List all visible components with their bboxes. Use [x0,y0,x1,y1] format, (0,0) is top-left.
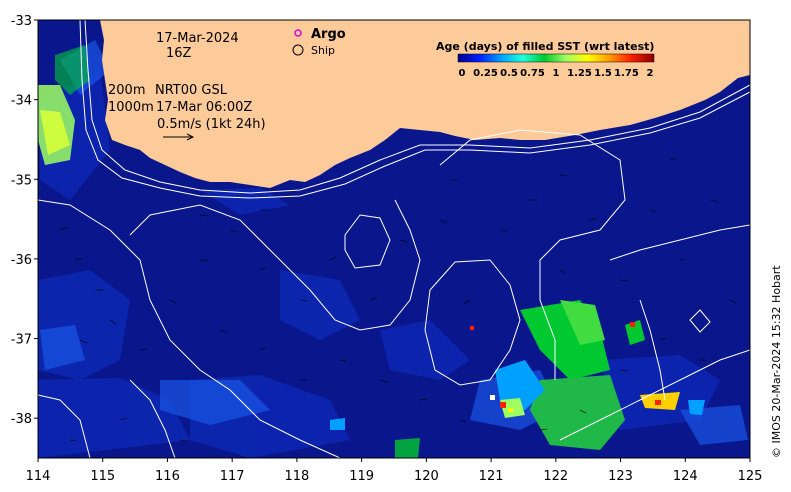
imos-credit: © IMOS 20-Mar-2024 15:32 Hobart [770,265,783,458]
product-time: 17-Mar 06:00Z [156,100,252,115]
product-name: NRT00 GSL [155,83,228,98]
y-tick-label: -35 [11,173,32,188]
vector-scale-label: 0.5m/s (1kt 24h) [157,117,266,132]
x-tick-label: 125 [738,469,763,484]
y-axis: -33 -34 -35 -36 -37 -38 [11,14,38,427]
colorbar-tick-label: 1.5 [594,68,612,79]
colorbar-tick-label: 1 [553,68,560,79]
contour-label-200m: 200m [108,83,145,98]
x-tick-label: 116 [155,469,180,484]
y-tick-label: -33 [11,14,32,29]
x-tick-label: 124 [673,469,698,484]
x-tick-label: 123 [608,469,633,484]
y-tick-label: -37 [11,333,32,348]
colorbar-tick-label: 1.75 [614,68,639,79]
contour-label-1000m: 1000m [108,100,154,115]
y-tick-label: -36 [11,253,32,268]
x-tick-label: 118 [284,469,309,484]
x-tick-label: 121 [479,469,504,484]
y-tick-label: -34 [11,94,32,109]
colorbar-ticks: 0 0.25 0.5 0.75 1 1.25 1.5 1.75 2 [459,68,654,79]
x-tick-label: 114 [26,469,51,484]
ship-label: Ship [311,44,335,57]
x-axis: 114 115 116 117 118 119 120 121 122 123 124 125 [26,458,763,484]
colorbar-tick-label: 0 [459,68,466,79]
colorbar-tick-label: 1.25 [567,68,592,79]
bathymetry-contours [79,20,750,199]
colorbar-tick-label: 0.75 [520,68,545,79]
ship-marker-icon [292,44,304,56]
map-date: 17-Mar-2024 [156,31,239,46]
colorbar-tick-label: 0.5 [500,68,518,79]
x-tick-label: 120 [414,469,439,484]
current-vectors [59,157,737,442]
vector-scale-arrow [163,133,195,141]
colorbar-tick-label: 0.25 [473,68,498,79]
y-tick-label: -38 [11,412,32,427]
colorbar-title: Age (days) of filled SST (wrt latest) [436,40,654,53]
sst-age-green-patches [38,45,705,458]
plot-frame [37,19,751,459]
map-hour: 16Z [166,46,192,61]
argo-label: Argo [311,27,346,42]
ssh-contours [38,129,750,458]
colorbar [457,53,655,63]
x-tick-label: 115 [90,469,115,484]
argo-marker-icon [294,29,302,37]
colorbar-tick-label: 2 [647,68,654,79]
x-tick-label: 117 [220,469,245,484]
x-tick-label: 122 [543,469,568,484]
x-tick-label: 119 [349,469,374,484]
sst-age-warm-specks [470,322,661,412]
